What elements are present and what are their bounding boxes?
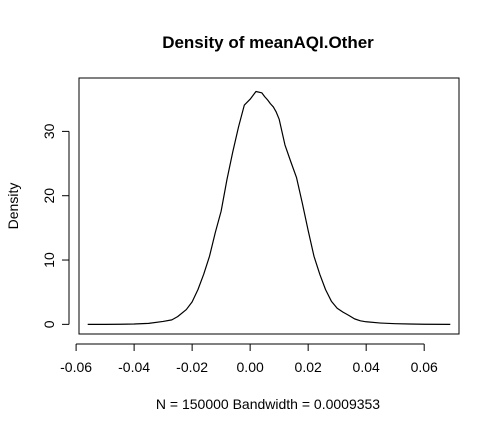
y-axis: 0 10 20 30 xyxy=(41,123,70,328)
y-tick-label: 20 xyxy=(41,188,57,204)
plot-frame xyxy=(78,77,460,335)
y-tick-label: 30 xyxy=(41,123,57,139)
density-curve xyxy=(87,90,451,325)
x-tick-label: -0.04 xyxy=(118,359,150,375)
x-axis-label: N = 150000 Bandwidth = 0.0009353 xyxy=(156,396,380,412)
x-tick-label: -0.06 xyxy=(60,359,92,375)
y-tick-label: 0 xyxy=(41,320,57,328)
x-tick-label: 0.02 xyxy=(295,359,322,375)
y-tick-label: 10 xyxy=(41,252,57,268)
x-axis: -0.06 -0.04 -0.02 0.00 0.02 0.04 0.06 xyxy=(60,343,438,375)
x-tick-label: 0.04 xyxy=(353,359,380,375)
x-tick-label: 0.00 xyxy=(237,359,264,375)
x-tick-label: -0.02 xyxy=(176,359,208,375)
x-tick-label: 0.06 xyxy=(411,359,438,375)
y-axis-label: Density xyxy=(5,183,21,230)
chart-title: Density of meanAQI.Other xyxy=(162,33,374,52)
